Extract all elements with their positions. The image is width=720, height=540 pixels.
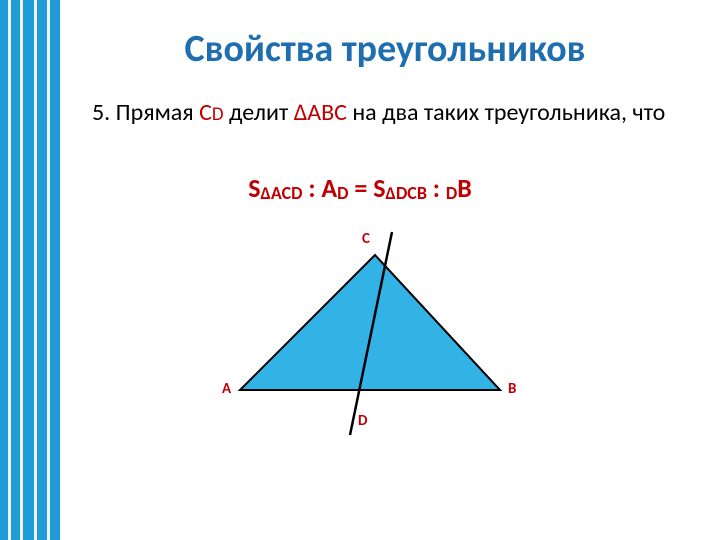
sidebar-stripe-3 [34,0,37,540]
DB-B: В [457,172,472,204]
vertex-label-B: B [508,380,516,398]
sidebar-stripe-2 [20,0,23,540]
property-text: 5. Прямая СD делит ∆АВС на два таких тре… [92,98,680,129]
triangle-ABC [240,255,500,390]
cd-C: С [199,98,212,127]
p2: делит [224,98,294,127]
eq: = [349,172,374,204]
slide-sidebar [0,0,60,540]
tri-ABC: ∆АВС [294,98,347,127]
colon2: : [427,172,446,204]
AD-A: А [321,172,337,204]
vertex-label-D: D [358,412,367,430]
S1-sub: ∆ACD [261,182,303,204]
triangle-svg [200,220,540,450]
S1: S [248,172,260,204]
slide-title: Свойства треугольников [70,26,700,72]
vertex-label-C: C [362,230,370,248]
item-number: 5. [92,98,110,127]
colon1: : [302,172,321,204]
triangle-diagram: A B C D [200,220,540,450]
S2-sub: ∆DCB [386,182,427,204]
S2: S [373,172,385,204]
p1: Прямая [110,98,199,127]
vertex-label-A: A [222,380,231,398]
AD-D: D [337,182,348,204]
area-ratio-formula: S∆ACD : АD = S∆DCB : DВ [0,172,720,204]
sidebar-stripe-4 [47,0,50,540]
sidebar-stripe-1 [8,0,11,540]
p3: на два таких треугольника, что [347,98,665,127]
DB-D: D [446,182,457,204]
cd-D: D [212,103,224,126]
